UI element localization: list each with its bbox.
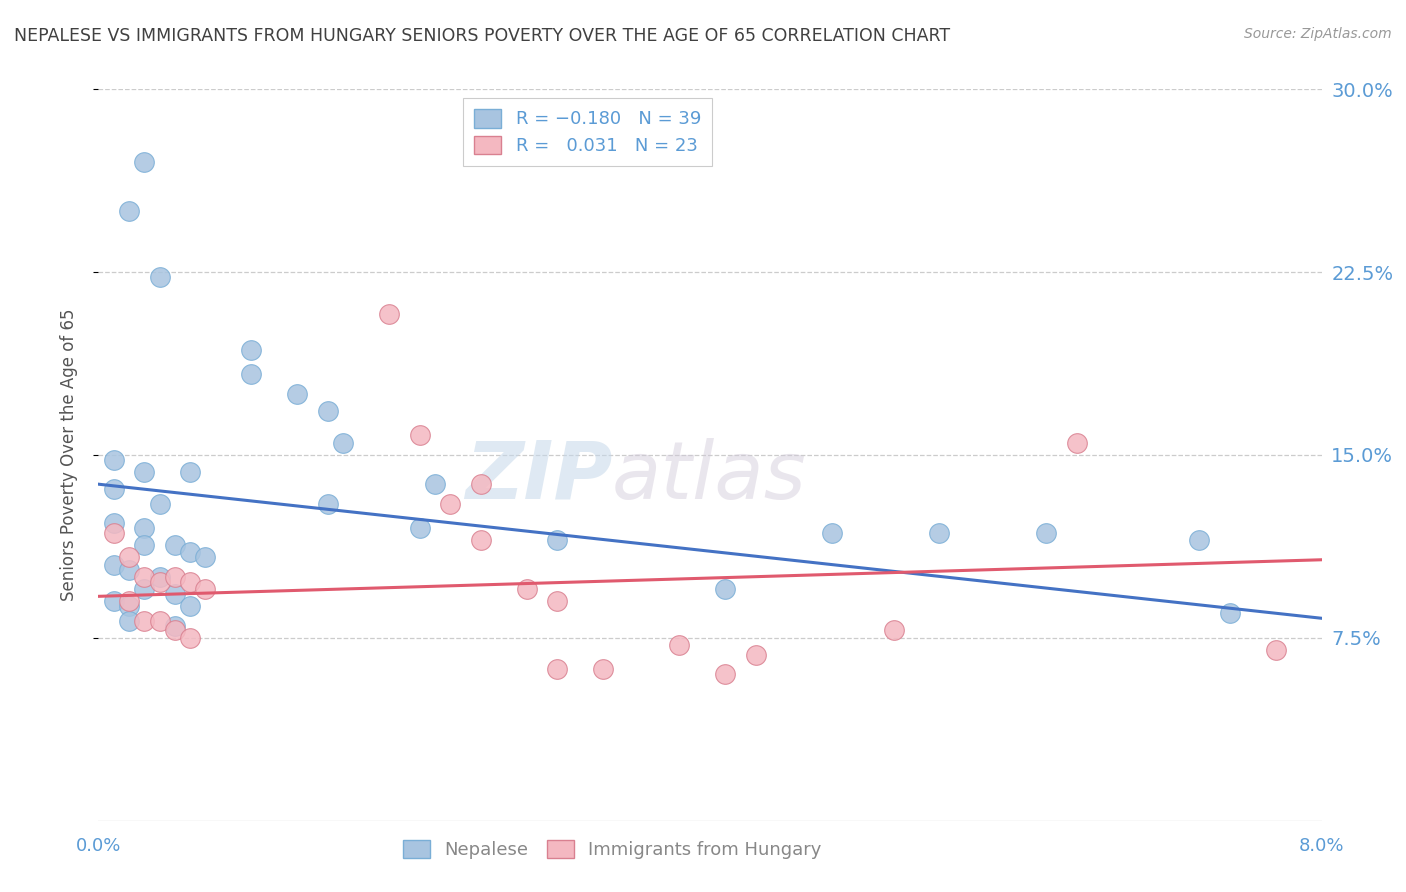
Point xyxy=(118,614,141,628)
Point xyxy=(423,477,446,491)
Point xyxy=(546,663,568,677)
Point xyxy=(1219,607,1241,621)
Point xyxy=(516,582,538,596)
Point xyxy=(149,269,172,284)
Point xyxy=(134,155,156,169)
Point xyxy=(1188,533,1211,548)
Point xyxy=(118,204,141,219)
Point xyxy=(103,452,125,467)
Legend: Nepalese, Immigrants from Hungary: Nepalese, Immigrants from Hungary xyxy=(395,832,828,866)
Text: atlas: atlas xyxy=(612,438,807,516)
Point xyxy=(149,497,172,511)
Point xyxy=(408,428,430,442)
Point xyxy=(163,624,186,638)
Point xyxy=(163,587,186,601)
Point xyxy=(1264,643,1286,657)
Point xyxy=(179,599,201,613)
Point xyxy=(103,525,125,540)
Point xyxy=(103,516,125,531)
Point xyxy=(103,594,125,608)
Text: 0.0%: 0.0% xyxy=(76,837,121,855)
Point xyxy=(821,525,844,540)
Point xyxy=(134,570,156,584)
Point xyxy=(134,614,156,628)
Point xyxy=(134,465,156,479)
Point xyxy=(134,521,156,535)
Text: Source: ZipAtlas.com: Source: ZipAtlas.com xyxy=(1244,27,1392,41)
Point xyxy=(1066,435,1088,450)
Point xyxy=(118,594,141,608)
Point xyxy=(149,614,172,628)
Point xyxy=(179,631,201,645)
Point xyxy=(118,599,141,613)
Text: ZIP: ZIP xyxy=(465,438,612,516)
Text: 8.0%: 8.0% xyxy=(1299,837,1344,855)
Point xyxy=(546,594,568,608)
Point xyxy=(163,618,186,632)
Point xyxy=(745,648,768,662)
Point xyxy=(470,477,492,491)
Point xyxy=(163,570,186,584)
Point xyxy=(408,521,430,535)
Point xyxy=(163,538,186,552)
Point xyxy=(316,497,339,511)
Point xyxy=(883,624,905,638)
Point xyxy=(439,497,461,511)
Point xyxy=(179,545,201,559)
Point xyxy=(714,667,737,681)
Point xyxy=(1035,525,1057,540)
Point xyxy=(470,533,492,548)
Point xyxy=(316,404,339,418)
Point xyxy=(285,387,308,401)
Text: NEPALESE VS IMMIGRANTS FROM HUNGARY SENIORS POVERTY OVER THE AGE OF 65 CORRELATI: NEPALESE VS IMMIGRANTS FROM HUNGARY SENI… xyxy=(14,27,950,45)
Point xyxy=(118,550,141,565)
Point xyxy=(928,525,950,540)
Point xyxy=(194,582,217,596)
Point xyxy=(546,533,568,548)
Point xyxy=(179,465,201,479)
Point xyxy=(134,582,156,596)
Point xyxy=(332,435,354,450)
Point xyxy=(668,638,690,652)
Point xyxy=(103,558,125,572)
Y-axis label: Seniors Poverty Over the Age of 65: Seniors Poverty Over the Age of 65 xyxy=(59,309,77,601)
Point xyxy=(118,562,141,576)
Point xyxy=(240,368,263,382)
Point xyxy=(714,582,737,596)
Point xyxy=(149,570,172,584)
Point xyxy=(179,574,201,589)
Point xyxy=(134,538,156,552)
Point xyxy=(240,343,263,357)
Point xyxy=(592,663,614,677)
Point xyxy=(194,550,217,565)
Point xyxy=(149,574,172,589)
Point xyxy=(103,482,125,496)
Point xyxy=(378,306,401,320)
